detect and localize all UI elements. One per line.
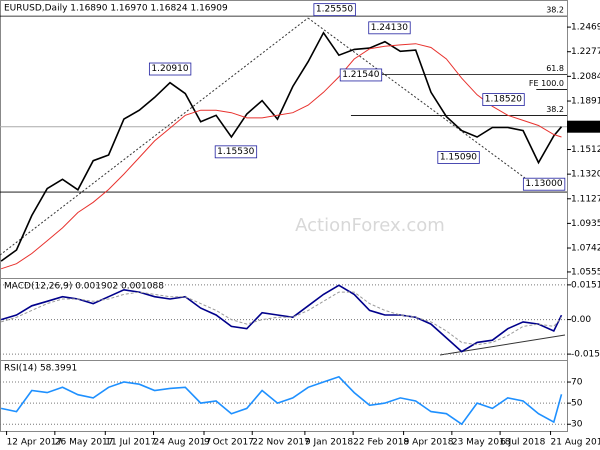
series-line — [0, 375, 563, 426]
x-tick-label: 26 May 2017 — [55, 438, 114, 448]
watermark: ActionForex.com — [295, 215, 445, 236]
annotation-label: 1.18520 — [485, 95, 522, 105]
annotation-label: 1.15090 — [440, 152, 477, 162]
annotation-box — [437, 151, 480, 164]
y-tick-label: 1.22770 — [571, 47, 600, 57]
x-tick-label: 21 Aug 2018 — [551, 438, 600, 448]
annotation-label: 1.25550 — [316, 5, 353, 15]
annotation-box — [482, 93, 525, 106]
y-tick-label: 1.09350 — [571, 219, 600, 229]
x-tick-label: 23 May 2018 — [452, 438, 511, 448]
annotation-box — [313, 3, 356, 17]
x-tick-label: 9 Apr 2018 — [404, 438, 454, 448]
series-line — [0, 291, 562, 346]
last-price-box — [567, 120, 600, 133]
level-label: FE 100.0 — [529, 79, 564, 88]
y-tick-label: 1.15125 — [571, 145, 600, 155]
level-label: 38.2 — [546, 105, 564, 114]
y-tick-label: 1.05555 — [571, 267, 600, 277]
y-tick-label: 1.07425 — [571, 244, 600, 254]
y-tick-label: 30 — [571, 420, 583, 430]
series-line — [0, 284, 563, 353]
y-tick-label: 0.01517 — [571, 280, 600, 290]
x-tick-label: 9 Jan 2018 — [305, 438, 353, 448]
x-tick-label: 22 Nov 2017 — [252, 438, 310, 448]
series-line — [0, 31, 563, 262]
y-tick-label: 1.20845 — [571, 72, 600, 82]
trend-line — [0, 17, 309, 256]
level-label: 38.2 — [546, 6, 564, 15]
panel-title: MACD(12,26,9) 0.001902 0.001088 — [4, 282, 164, 292]
annotation-label: 1.21540 — [342, 70, 379, 80]
y-tick-label: 1.24695 — [571, 23, 600, 33]
level-label: 61.8 — [546, 64, 564, 73]
chart-title: EURUSD,Daily 1.16890 1.16970 1.16824 1.1… — [4, 4, 228, 14]
annotation-box — [214, 145, 258, 159]
x-tick-label: 12 Apr 2017 — [7, 438, 63, 448]
annotation-box — [339, 68, 383, 82]
annotation-label: 1.20910 — [151, 64, 188, 74]
annotation-box — [368, 21, 411, 35]
panel-title: RSI(14) 58.3991 — [4, 364, 77, 374]
annotation-label: 1.13000 — [525, 179, 562, 189]
frame — [0, 0, 568, 432]
x-tick-label: 6 Jul 2018 — [500, 438, 545, 448]
trend-line — [439, 334, 566, 356]
x-tick-label: 24 Aug 2017 — [154, 438, 212, 448]
last-price-label: 1.16909 — [570, 122, 600, 132]
x-tick-label: 11 Jul 2017 — [105, 438, 156, 448]
annotation-label: 1.24130 — [371, 23, 408, 33]
x-tick-label: 9 Oct 2017 — [204, 438, 254, 448]
series-line — [0, 43, 562, 270]
y-tick-label: 1.18915 — [571, 97, 600, 107]
y-tick-label: 0.00 — [571, 315, 591, 325]
y-tick-label: 50 — [571, 399, 583, 409]
trend-line — [307, 17, 526, 179]
x-tick-label: 22 Feb 2018 — [353, 438, 409, 448]
annotation-label: 1.15530 — [217, 147, 254, 157]
annotation-box — [522, 177, 566, 191]
annotation-box — [148, 62, 192, 76]
y-tick-label: 1.11275 — [571, 194, 600, 204]
y-tick-label: 70 — [571, 378, 583, 388]
y-tick-label: 1.13200 — [571, 170, 600, 180]
